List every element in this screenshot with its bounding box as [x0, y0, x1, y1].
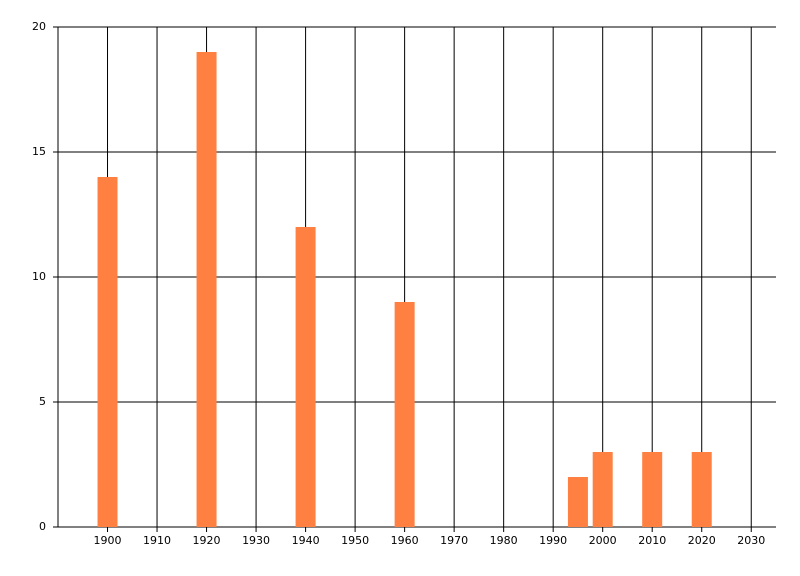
bar [97, 177, 118, 527]
x-tick-label: 1990 [539, 534, 567, 547]
bar [196, 52, 217, 527]
bar [592, 452, 613, 527]
x-tick-label: 1930 [242, 534, 270, 547]
x-tick-label: 1970 [440, 534, 468, 547]
x-tick-label: 1910 [143, 534, 171, 547]
bar [295, 227, 316, 527]
x-tick-label: 1950 [341, 534, 369, 547]
bar [394, 302, 415, 527]
x-tick-label: 1960 [391, 534, 419, 547]
x-tick-label: 1980 [490, 534, 518, 547]
x-tick-label: 2030 [737, 534, 765, 547]
bar [567, 477, 588, 527]
x-tick-label: 2020 [688, 534, 716, 547]
y-tick-label: 20 [32, 20, 46, 33]
x-tick-label: 2010 [638, 534, 666, 547]
x-tick-label: 1900 [94, 534, 122, 547]
x-tick-label: 1920 [193, 534, 221, 547]
bar [691, 452, 712, 527]
y-tick-label: 10 [32, 270, 46, 283]
y-tick-label: 5 [39, 395, 46, 408]
x-tick-label: 1940 [292, 534, 320, 547]
x-tick-label: 2000 [589, 534, 617, 547]
bar [642, 452, 663, 527]
y-tick-label: 15 [32, 145, 46, 158]
y-tick-label: 0 [39, 520, 46, 533]
